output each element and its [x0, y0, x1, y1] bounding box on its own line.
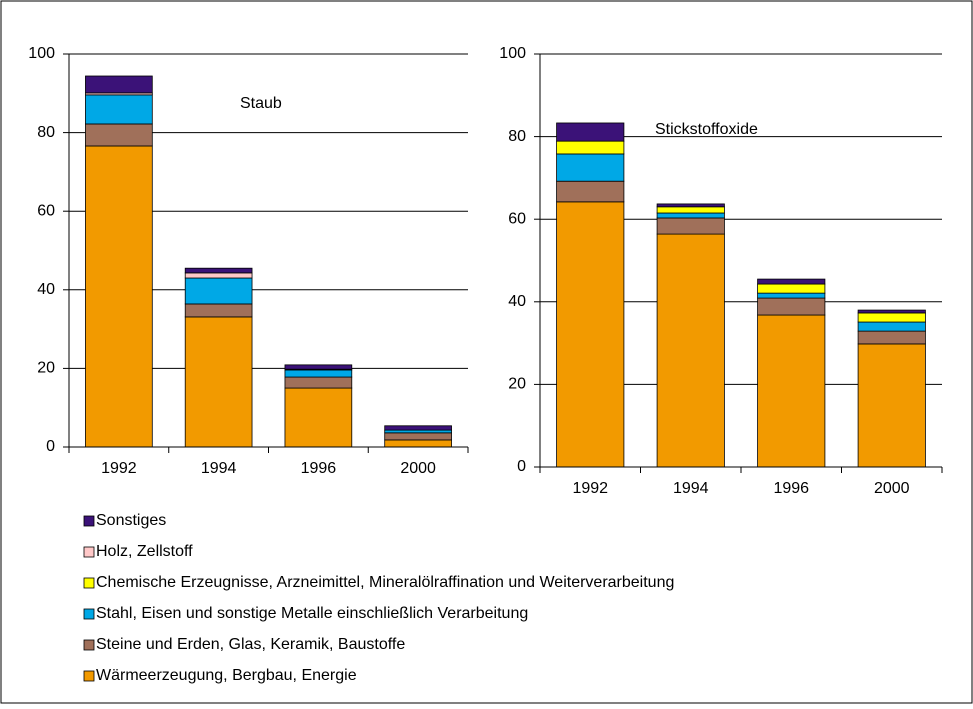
bar-segment [384, 432, 452, 441]
legend-swatch [83, 608, 95, 620]
bar-segment [184, 316, 253, 448]
annotation: Staub [240, 95, 282, 112]
bar-segment [184, 267, 253, 274]
y-tick-label: 0 [517, 458, 526, 475]
x-tick-label: 1992 [572, 480, 608, 497]
legend-label: Holz, Zellstoff [96, 543, 193, 560]
bar-segment [184, 277, 253, 305]
legend-label: Sonstiges [96, 512, 166, 529]
bar-segment [857, 330, 926, 345]
bar-segment [656, 212, 725, 219]
bar-segment [384, 439, 452, 448]
bar-segment [656, 233, 725, 468]
bar-segment [184, 303, 253, 318]
bar-segment [556, 122, 625, 142]
bar-segment [184, 272, 253, 279]
x-tick-label: 1994 [201, 460, 237, 477]
x-tick-label: 2000 [400, 460, 436, 477]
bar-segment [284, 369, 353, 378]
legend-swatch [83, 670, 95, 682]
y-tick-label: 100 [28, 45, 55, 62]
bar-segment [556, 140, 625, 155]
x-tick-label: 1996 [773, 480, 809, 497]
bar-segment [384, 429, 452, 434]
y-tick-label: 80 [508, 128, 526, 145]
bar-segment [556, 153, 625, 182]
legend-label: Chemische Erzeugnisse, Arzneimittel, Min… [96, 574, 674, 591]
legend-swatch [83, 639, 95, 651]
legend-swatch [83, 577, 95, 589]
x-tick-label: 1994 [673, 480, 709, 497]
y-tick-label: 60 [37, 202, 55, 219]
y-tick-label: 100 [499, 45, 526, 62]
bar-segment [656, 203, 725, 208]
y-tick-label: 80 [37, 124, 55, 141]
legend-label: Stahl, Eisen und sonstige Metalle einsch… [96, 605, 528, 622]
bar-segment [384, 425, 452, 431]
bar-segment [656, 206, 725, 214]
bar-segment [284, 387, 353, 448]
bar-segment [556, 180, 625, 203]
y-tick-label: 20 [37, 360, 55, 377]
bar-segment [85, 123, 153, 147]
legend-swatch [83, 515, 95, 527]
x-tick-label: 1992 [101, 460, 137, 477]
bar-segment [757, 314, 826, 468]
y-tick-label: 40 [508, 293, 526, 310]
bar-segment [656, 217, 725, 235]
bar-segment [757, 283, 826, 294]
bar-segment [85, 145, 153, 448]
bar-segment [556, 201, 625, 468]
y-tick-label: 0 [46, 438, 55, 455]
y-tick-label: 20 [508, 376, 526, 393]
bar-segment [857, 312, 926, 323]
x-tick-label: 1996 [301, 460, 337, 477]
bar-segment [85, 75, 153, 94]
legend-label: Steine und Erden, Glas, Keramik, Baustof… [96, 636, 405, 653]
x-tick-label: 2000 [874, 480, 910, 497]
annotation: Stickstoffoxide [655, 121, 758, 138]
bar-segment [857, 343, 926, 468]
legend-label: Wärmeerzeugung, Bergbau, Energie [96, 667, 357, 684]
legend-swatch [83, 546, 95, 558]
bar-segment [757, 278, 826, 285]
bar-segment [757, 297, 826, 316]
bar-segment [284, 364, 353, 370]
bar-segment [284, 376, 353, 389]
y-tick-label: 60 [508, 210, 526, 227]
bar-segment [85, 94, 153, 125]
bar-segment [857, 309, 926, 314]
bar-segment [857, 321, 926, 332]
y-tick-label: 40 [37, 281, 55, 298]
bar-segment [757, 292, 826, 299]
